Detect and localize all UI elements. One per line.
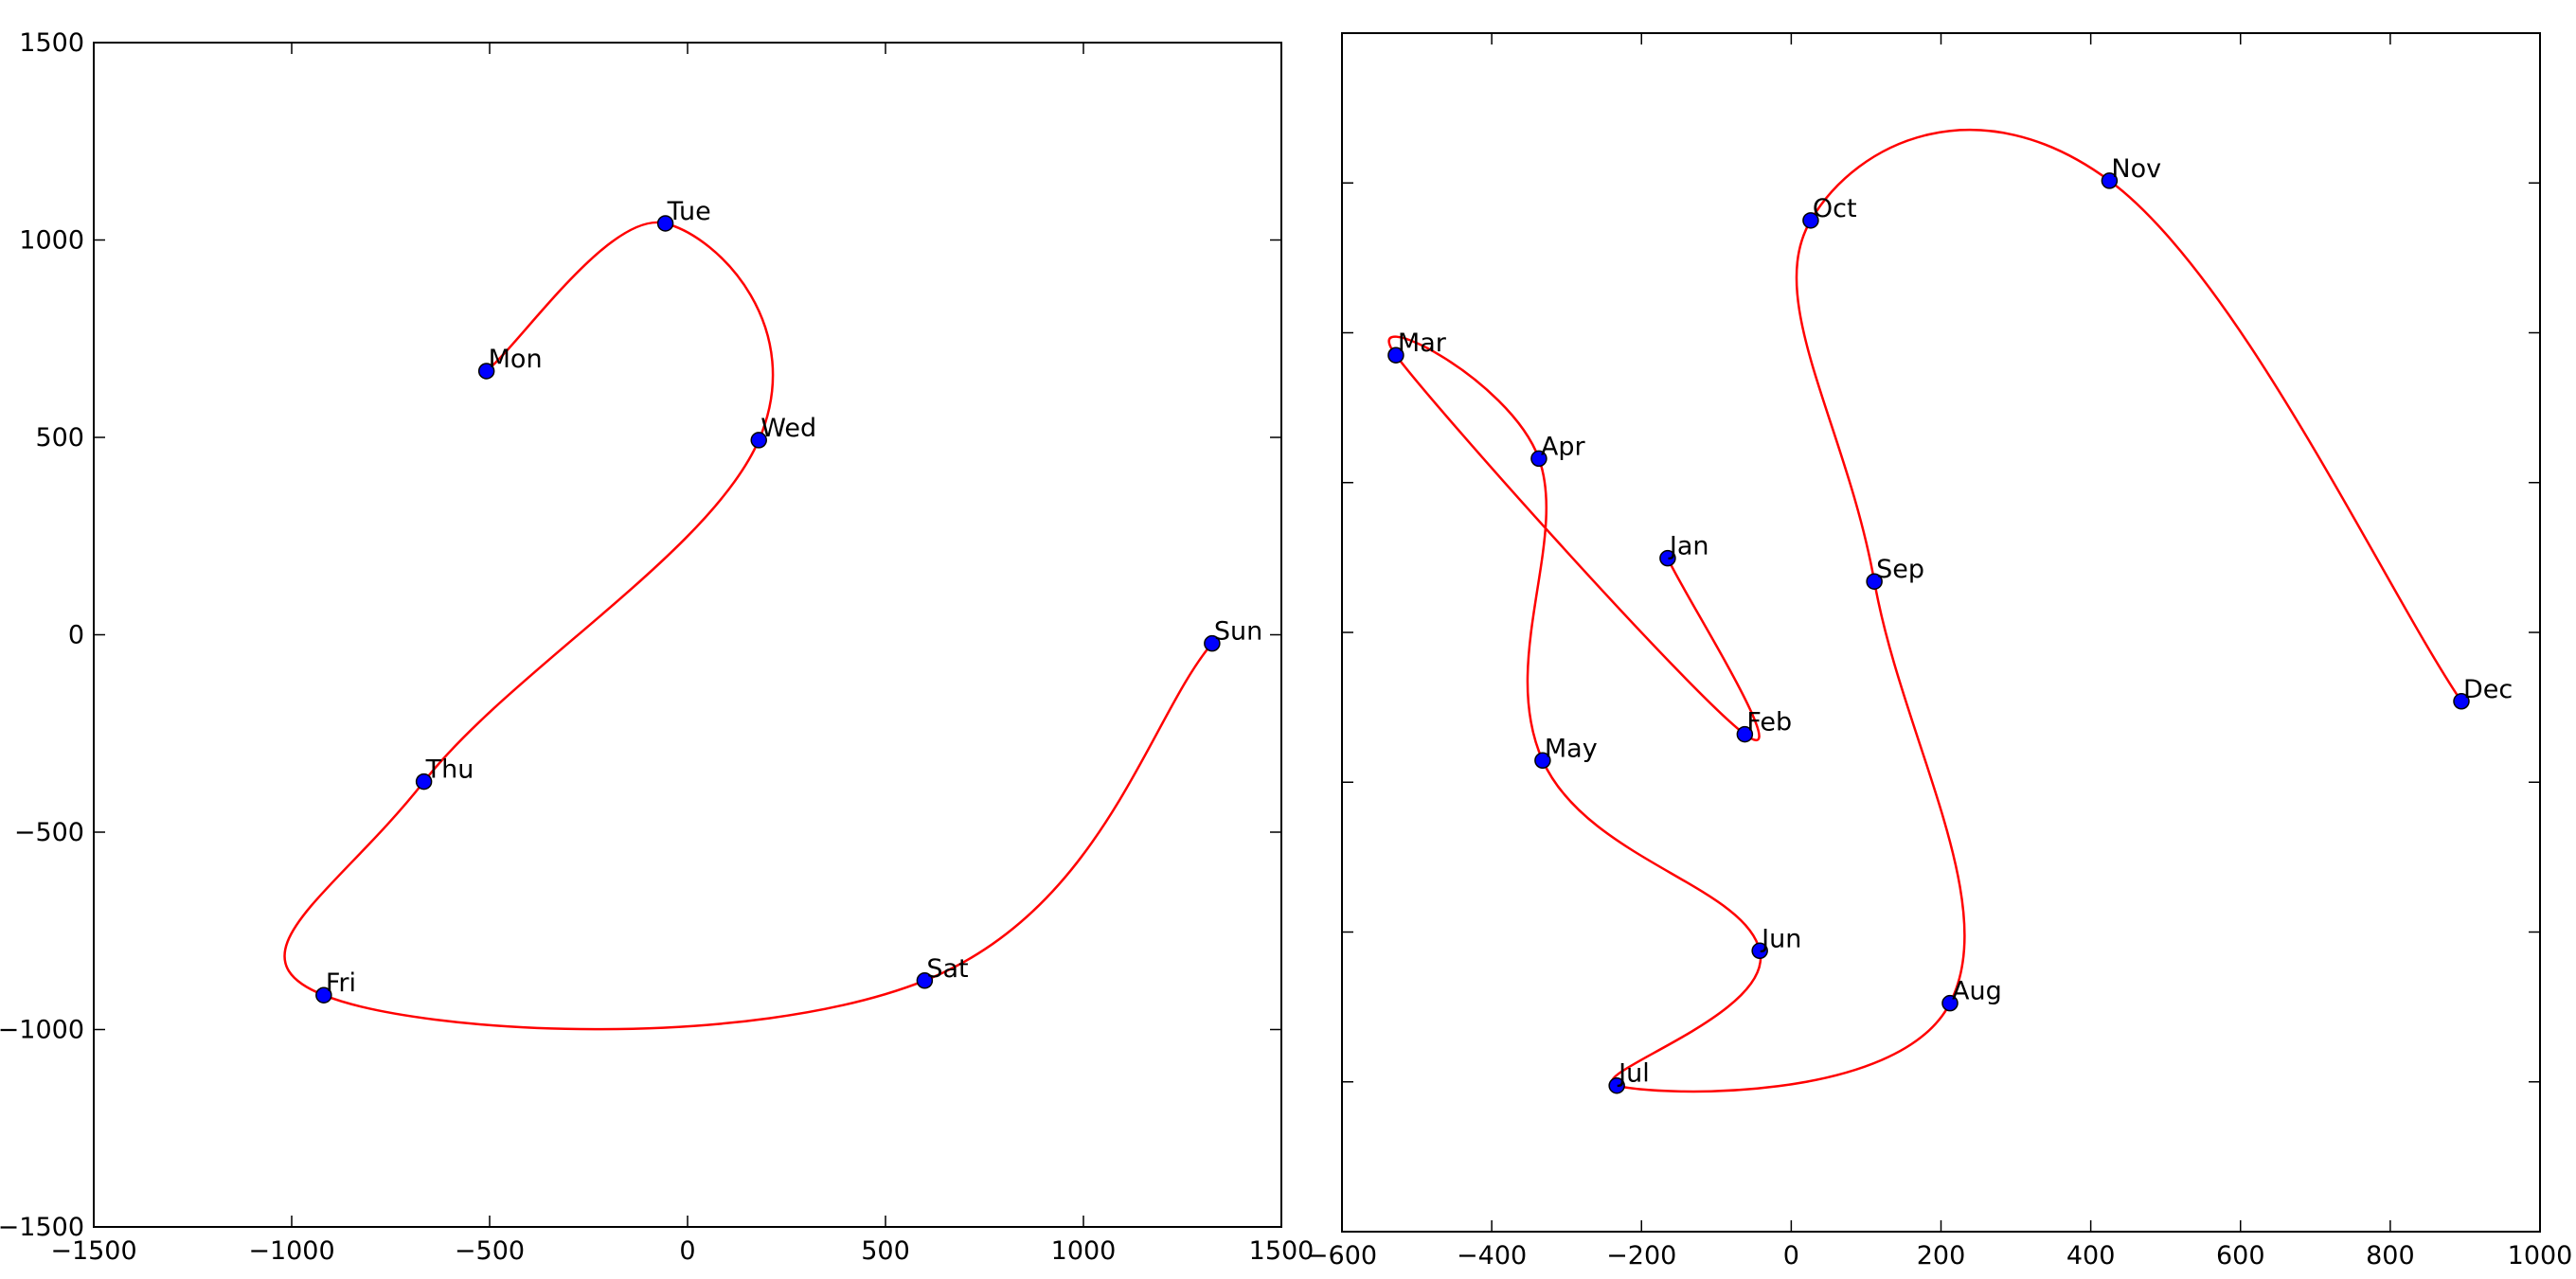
plot-frame bbox=[1341, 32, 2541, 1233]
x-tick-label: 0 bbox=[679, 1236, 695, 1266]
data-point-may bbox=[1534, 752, 1551, 770]
x-tick-label: 1000 bbox=[1051, 1236, 1117, 1266]
x-tick-label: 1000 bbox=[2508, 1241, 2573, 1270]
y-tick-label: 500 bbox=[35, 423, 84, 453]
data-point-sun bbox=[1204, 634, 1221, 652]
point-label: Dec bbox=[2463, 675, 2513, 704]
point-label: Jan bbox=[1668, 532, 1709, 561]
point-label: Mar bbox=[1398, 329, 1447, 358]
point-label: Apr bbox=[1541, 432, 1586, 461]
data-point-wed bbox=[750, 432, 767, 449]
smooth-curve bbox=[1387, 128, 2463, 1093]
x-tick-label: −1000 bbox=[248, 1236, 334, 1266]
data-point-mar bbox=[1387, 346, 1404, 364]
data-point-sat bbox=[916, 972, 934, 989]
x-tick-label: −1500 bbox=[50, 1236, 136, 1266]
x-tick-label: −500 bbox=[455, 1236, 525, 1266]
point-label: Thu bbox=[425, 755, 474, 785]
data-point-mon bbox=[477, 363, 495, 380]
y-tick-label: −1000 bbox=[0, 1016, 84, 1045]
plot-frame bbox=[93, 42, 1282, 1228]
point-label: May bbox=[1545, 734, 1598, 763]
data-point-fri bbox=[315, 986, 332, 1004]
data-point-oct bbox=[1802, 212, 1819, 229]
point-label: Sep bbox=[1876, 555, 1924, 584]
x-tick-label: 600 bbox=[2216, 1241, 2265, 1270]
y-tick-label: 0 bbox=[68, 621, 84, 650]
point-label: Aug bbox=[1952, 977, 2002, 1006]
point-label: Wed bbox=[760, 414, 816, 443]
x-tick-label: 500 bbox=[861, 1236, 910, 1266]
x-tick-label: 0 bbox=[1783, 1241, 1799, 1270]
x-tick-label: 1500 bbox=[1249, 1236, 1315, 1266]
point-label: Sun bbox=[1214, 617, 1262, 647]
data-point-jan bbox=[1659, 549, 1676, 567]
data-point-jul bbox=[1608, 1076, 1625, 1094]
data-point-nov bbox=[2101, 172, 2119, 189]
smooth-curve bbox=[283, 221, 1213, 1031]
point-label: Jun bbox=[1760, 924, 1801, 953]
weekday-plot: −1500 −1000 −500 0 500 1000 1500 −1500 −1000 −500… bbox=[0, 28, 1314, 1266]
point-label: Jul bbox=[1617, 1059, 1650, 1089]
y-tick-label: 1500 bbox=[19, 28, 84, 58]
x-tick-label: −600 bbox=[1307, 1241, 1377, 1270]
month-plot: −600 −400 −200 0 200 400 600 800 1000 Jan Feb Mar Ap… bbox=[1307, 32, 2573, 1270]
data-point-dec bbox=[2453, 693, 2470, 710]
x-tick-label: 800 bbox=[2366, 1241, 2415, 1270]
y-tick-label: −500 bbox=[14, 818, 84, 847]
y-tick-label: −1500 bbox=[0, 1213, 84, 1242]
point-label: Fri bbox=[326, 968, 356, 998]
point-label: Mon bbox=[489, 345, 543, 374]
data-point-thu bbox=[415, 773, 433, 790]
point-label: Sat bbox=[926, 954, 968, 984]
x-tick-label: −400 bbox=[1457, 1241, 1527, 1270]
data-point-tue bbox=[656, 215, 674, 232]
data-point-aug bbox=[1941, 994, 1959, 1012]
x-tick-label: 200 bbox=[1917, 1241, 1966, 1270]
point-label: Nov bbox=[2111, 154, 2161, 184]
x-tick-label: 400 bbox=[2066, 1241, 2116, 1270]
point-label: Feb bbox=[1746, 708, 1792, 737]
data-point-sep bbox=[1866, 573, 1883, 590]
point-label: Oct bbox=[1813, 194, 1857, 223]
point-label: Tue bbox=[667, 197, 711, 226]
data-point-jun bbox=[1751, 942, 1768, 960]
data-point-feb bbox=[1736, 725, 1754, 743]
y-tick-label: 1000 bbox=[19, 226, 84, 256]
data-point-apr bbox=[1530, 450, 1547, 468]
x-tick-label: −200 bbox=[1606, 1241, 1676, 1270]
